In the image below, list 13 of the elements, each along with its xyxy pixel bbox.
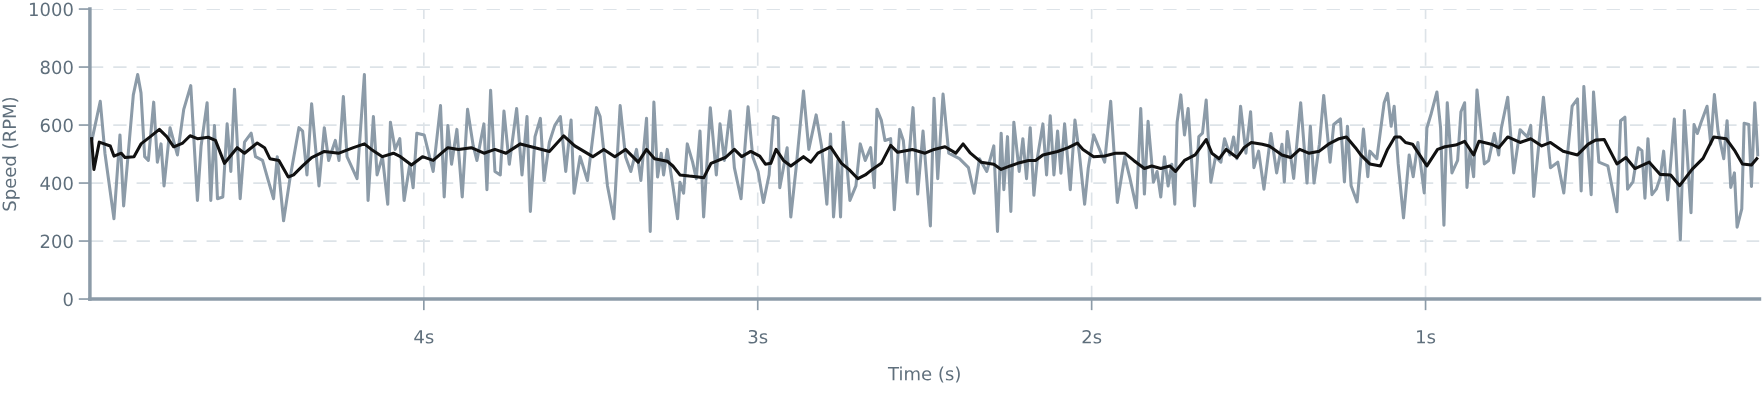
- x-tick-label: 4s: [414, 330, 434, 344]
- y-tick-label: 400: [40, 176, 73, 191]
- x-tick-label: 3s: [748, 329, 768, 344]
- y-tick-label: 800: [40, 60, 73, 75]
- y-tick-label: 600: [40, 118, 73, 133]
- line-series: [90, 127, 1759, 188]
- y-tick-label: 1000: [29, 2, 73, 17]
- x-tick-label: 1s: [1417, 330, 1436, 344]
- y-axis-title: Speed (RPM): [2, 97, 20, 211]
- y-tick-label: 0: [63, 292, 73, 307]
- x-tick-label: 2s: [1082, 329, 1102, 344]
- y-tick-label: 200: [40, 234, 73, 249]
- x-axis-title: Time (s): [887, 366, 960, 383]
